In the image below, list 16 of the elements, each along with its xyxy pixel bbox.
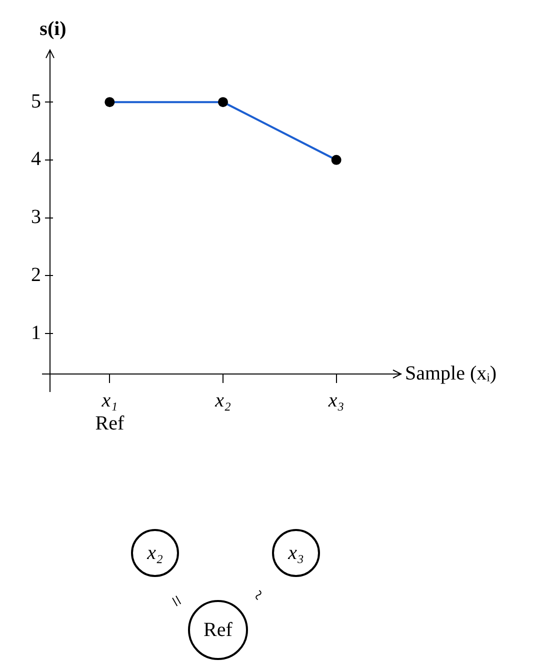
y-tick-label: 1 [31,322,41,344]
text: Ref [95,412,124,434]
x-axis-title: Sample (xᵢ) [405,362,497,384]
y-tick-label: 3 [31,206,41,228]
y-tick-label: 5 [31,90,41,112]
text: ~ [246,585,272,606]
y-tick-label: 4 [31,148,41,170]
y-axis-title: s(i) [40,18,66,40]
x-tick-label: x₂ [214,389,231,412]
node-circle: x₃ [272,529,320,577]
x-tick-label: x₁ [100,389,118,412]
node-circle: Ref [188,600,248,660]
x-tick-label: x₃ [327,389,344,412]
node-circle: x₂ [131,529,179,577]
y-tick-label: 2 [31,264,41,286]
text: = [162,590,188,612]
